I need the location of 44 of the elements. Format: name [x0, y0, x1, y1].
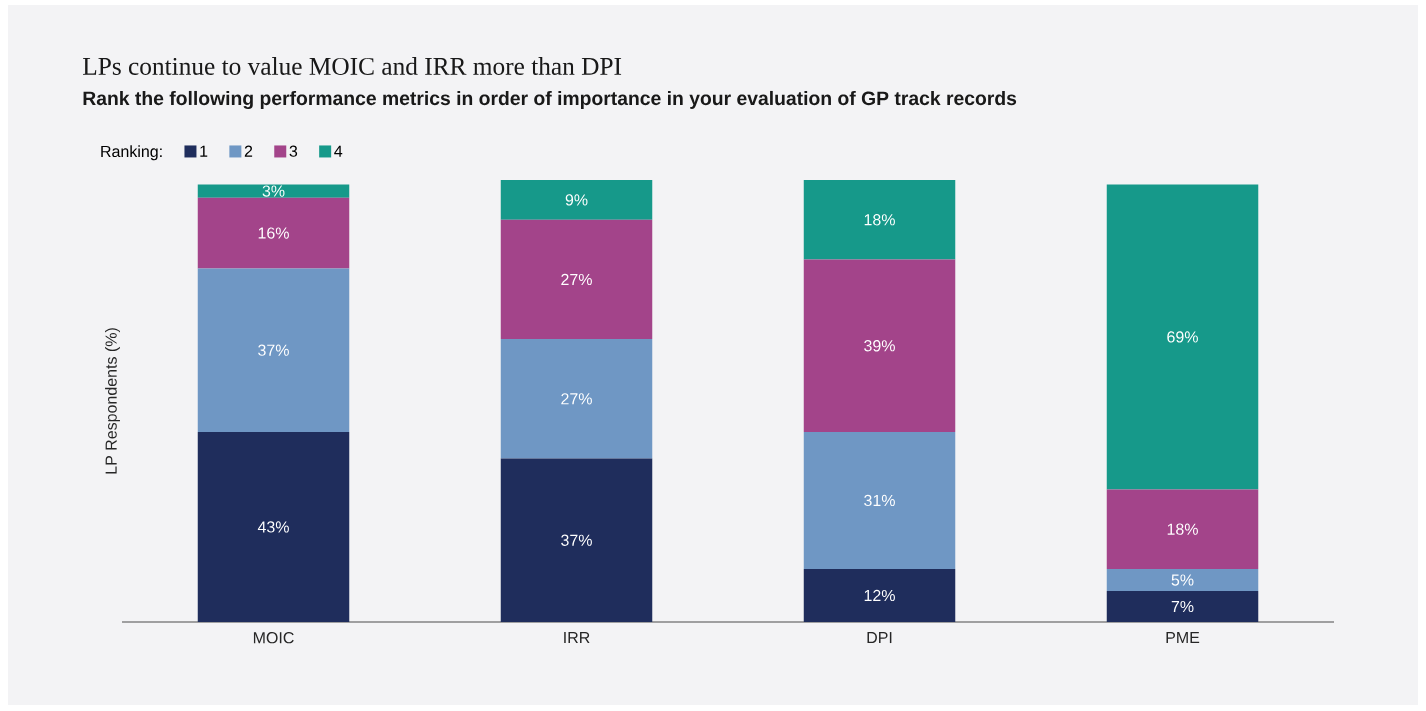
bar: [1106, 184, 1259, 490]
bar: [500, 339, 653, 459]
data-label: 18%: [1167, 523, 1198, 535]
data-label: 9%: [565, 194, 588, 206]
data-label: 7%: [1171, 600, 1194, 613]
bar: [1106, 568, 1259, 592]
x-tick-label: PME: [1166, 632, 1200, 644]
data-label: 18%: [864, 214, 895, 226]
data-label: 16%: [258, 227, 289, 239]
bar: [803, 179, 956, 260]
bar: [803, 568, 956, 622]
data-label: 5%: [1171, 574, 1194, 586]
data-label: 43%: [257, 521, 289, 533]
data-label: 31%: [864, 494, 895, 507]
data-label: 3%: [262, 185, 285, 197]
x-tick-label: DPI: [867, 632, 892, 644]
bar: [1106, 489, 1259, 569]
data-label: 39%: [864, 340, 895, 352]
bar: [500, 219, 653, 340]
bar: [500, 458, 653, 622]
data-label: 69%: [1167, 331, 1198, 343]
bar: [500, 179, 653, 220]
bar: [803, 431, 956, 569]
data-label: 12%: [864, 589, 895, 602]
chart-title: LPs continue to value MOIC and IRR more than DPI: [83, 57, 622, 75]
data-label: 37%: [561, 534, 592, 546]
bar: [197, 184, 350, 198]
bar: [803, 259, 956, 432]
data-label: 27%: [561, 393, 592, 405]
legend-label: 3: [289, 145, 298, 157]
bar: [197, 197, 350, 269]
data-label: 37%: [258, 344, 289, 356]
y-axis-title: LP Respondents (%): [105, 328, 120, 474]
bar: [197, 431, 350, 622]
legend-title: Ranking:: [101, 145, 162, 161]
x-tick-label: MOIC: [253, 632, 294, 644]
legend-label: 4: [334, 145, 343, 157]
legend-label: 1: [200, 145, 208, 157]
bar: [1106, 591, 1259, 622]
x-tick-label: IRR: [564, 632, 590, 644]
chart-subtitle: Rank the following performance metrics in order of importance in your evaluation of GP track records: [83, 90, 1017, 110]
data-label: 27%: [561, 273, 592, 286]
legend-label: 2: [244, 145, 253, 157]
bar: [197, 268, 350, 432]
